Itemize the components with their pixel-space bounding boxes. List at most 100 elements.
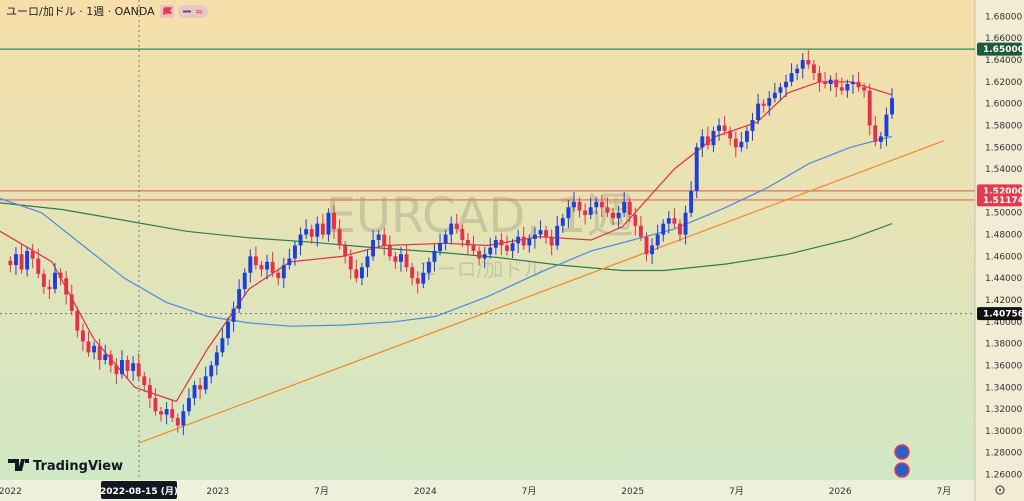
- candle: [845, 79, 850, 98]
- price-tick-label: 1.62000: [985, 78, 1022, 88]
- candle-body: [41, 273, 46, 287]
- candle: [488, 237, 493, 259]
- candle-body: [326, 212, 331, 235]
- candle: [493, 235, 498, 255]
- candle: [577, 197, 582, 218]
- candle: [248, 249, 253, 283]
- price-tick-label: 1.48000: [985, 231, 1022, 241]
- candle: [767, 91, 772, 116]
- candle-body: [159, 411, 163, 415]
- candle-body: [566, 207, 571, 219]
- candle-body: [784, 81, 788, 88]
- candle: [13, 247, 18, 275]
- candle: [678, 219, 682, 242]
- candle-body: [226, 321, 230, 339]
- candle: [862, 82, 867, 98]
- candle: [86, 331, 91, 357]
- price-axis-background: [975, 0, 1024, 501]
- candle-body: [276, 272, 281, 279]
- candle-body: [64, 278, 69, 295]
- candle-body: [477, 250, 482, 259]
- candle-body: [415, 278, 420, 284]
- tradingview-logo[interactable]: TradingView: [8, 459, 123, 474]
- approx-icon: ≈: [195, 7, 203, 18]
- candle-body: [694, 147, 699, 191]
- candle-body: [666, 218, 671, 224]
- candle: [666, 211, 671, 234]
- alert-icon[interactable]: [894, 462, 910, 478]
- alert-icons[interactable]: [894, 444, 910, 478]
- candle-body: [493, 240, 498, 248]
- candle-body: [711, 130, 716, 146]
- candle: [170, 399, 175, 423]
- candle-body: [382, 234, 387, 246]
- settings-gear-icon: [995, 485, 1005, 495]
- candle-body: [778, 87, 783, 93]
- candle-body: [705, 136, 710, 146]
- candle-body: [761, 103, 766, 106]
- candle: [527, 234, 532, 253]
- candle-body: [214, 352, 219, 366]
- candle: [583, 203, 588, 225]
- candle-body: [655, 234, 660, 246]
- candle: [47, 279, 52, 299]
- price-tick-label: 1.44000: [985, 274, 1022, 284]
- candle: [108, 350, 113, 373]
- candle: [521, 226, 526, 250]
- candle-body: [454, 223, 459, 230]
- time-axis-background: [0, 480, 975, 501]
- candle: [756, 93, 761, 125]
- candle: [404, 244, 409, 272]
- candle-body: [97, 345, 102, 360]
- candle: [432, 243, 437, 272]
- candle-body: [259, 265, 264, 270]
- time-axis[interactable]: 2022 2023 7月 2024 7月 2025 7月 2026 7月 2022-08-15 (…: [0, 481, 951, 499]
- candle: [159, 406, 163, 422]
- settings-icon[interactable]: [995, 485, 1005, 495]
- candle-body: [220, 338, 225, 353]
- candle: [711, 126, 716, 153]
- price-tick-label: 1.64000: [985, 56, 1022, 66]
- candle: [683, 205, 688, 245]
- candle-body: [878, 136, 883, 142]
- candle-body: [69, 294, 74, 311]
- candle: [722, 115, 727, 136]
- indicator-badge[interactable]: [178, 5, 208, 18]
- candle-body: [772, 92, 777, 99]
- price-tick-label: 1.32000: [985, 405, 1022, 415]
- crosshair: [0, 0, 975, 480]
- candle: [359, 262, 364, 286]
- trendline[interactable]: [138, 140, 945, 444]
- trendline-layer[interactable]: [138, 140, 945, 444]
- candle-body: [209, 365, 214, 377]
- moving-average-mid: [0, 135, 893, 327]
- candle-body: [343, 245, 348, 257]
- candle: [823, 72, 828, 89]
- candle: [410, 262, 415, 286]
- candle-body: [611, 212, 615, 219]
- candle-body: [862, 87, 867, 91]
- candle: [795, 64, 800, 81]
- candle-body: [237, 289, 242, 309]
- crosshair-date-label: 2022-08-15 (月): [100, 481, 178, 499]
- candle: [19, 244, 24, 274]
- candle: [30, 243, 35, 269]
- candle: [348, 249, 353, 280]
- candle: [700, 129, 705, 158]
- candle: [114, 358, 119, 384]
- price-tag-label: 1.51174: [983, 196, 1024, 206]
- candle-body: [795, 68, 800, 74]
- price-tick-label: 1.36000: [985, 361, 1022, 371]
- candle-body: [744, 130, 749, 142]
- chart-background: [0, 0, 975, 501]
- price-tag-label: 1.65000: [983, 45, 1024, 55]
- candle-body: [242, 272, 247, 290]
- candle-body: [627, 201, 632, 215]
- candle-body: [521, 236, 526, 246]
- candle: [136, 353, 141, 381]
- price-tick-label: 1.42000: [985, 296, 1022, 306]
- alert-icon[interactable]: [894, 444, 910, 460]
- candle-body: [387, 245, 392, 257]
- candle-body: [253, 256, 258, 266]
